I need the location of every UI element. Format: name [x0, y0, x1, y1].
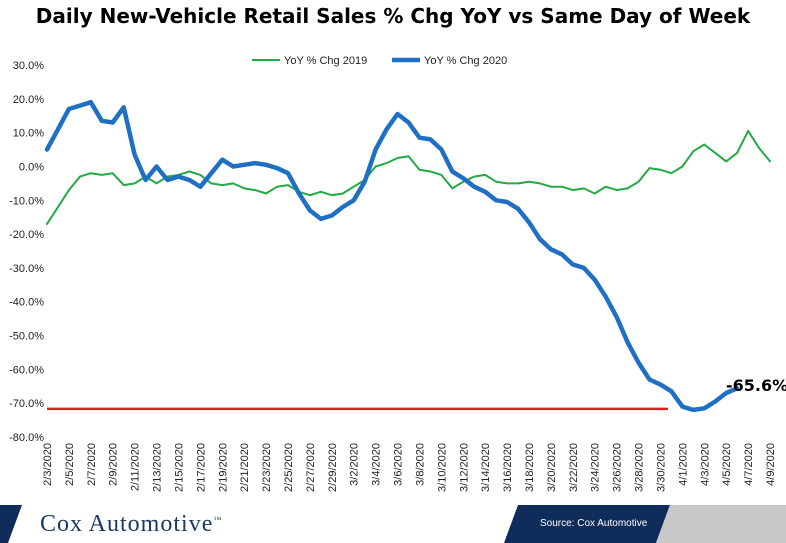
x-tick-label: 3/4/2020 [371, 443, 383, 486]
x-tick-label: 2/21/2020 [239, 443, 251, 492]
x-tick-label: 4/1/2020 [677, 443, 689, 486]
series-line-2020 [44, 99, 740, 413]
y-tick-label: -60.0% [9, 364, 44, 376]
y-tick-label: -30.0% [9, 263, 44, 275]
x-tick-label: 4/5/2020 [721, 443, 733, 486]
source-note: Source: Cox Automotive [540, 518, 648, 529]
x-tick-label: 3/22/2020 [568, 443, 580, 492]
x-axis: 2/3/2020 2/5/2020 2/7/2020 2/9/2020 2/11/202… [42, 443, 777, 492]
legend: YoY % Chg 2019 YoY % Chg 2020 [252, 55, 507, 67]
x-tick-label: 2/3/2020 [42, 443, 54, 486]
series-line-2019 [46, 129, 771, 225]
x-tick-label: 3/26/2020 [612, 443, 624, 492]
x-tick-label: 2/5/2020 [64, 443, 76, 486]
brand-logo-text: Cox Automotive™ [40, 511, 222, 538]
footer-left-slash [0, 505, 22, 543]
x-tick-label: 2/27/2020 [305, 443, 317, 492]
y-tick-label: -70.0% [9, 398, 44, 410]
x-tick-label: 2/9/2020 [108, 443, 120, 486]
y-tick-label: -10.0% [9, 195, 44, 207]
x-tick-label: 2/11/2020 [130, 443, 142, 491]
y-tick-label: 20.0% [13, 94, 44, 106]
x-tick-label: 2/17/2020 [195, 443, 207, 492]
y-tick-label: -50.0% [9, 331, 44, 343]
footer-navy-band [504, 505, 670, 543]
x-tick-label: 3/24/2020 [590, 443, 602, 492]
footer-grey-band [656, 505, 786, 543]
x-tick-label: 3/30/2020 [655, 443, 667, 492]
y-tick-label: -80.0% [9, 432, 44, 444]
x-tick-label: 4/3/2020 [699, 443, 711, 486]
brand-trademark: ™ [213, 515, 223, 524]
x-tick-label: 3/12/2020 [458, 443, 470, 492]
x-tick-label: 3/6/2020 [393, 443, 405, 486]
x-tick-label: 3/28/2020 [634, 443, 646, 492]
x-tick-label: 2/23/2020 [261, 443, 273, 492]
x-tick-label: 3/20/2020 [546, 443, 558, 492]
y-tick-label: 10.0% [13, 128, 44, 140]
y-tick-label: 0.0% [19, 161, 44, 173]
brand-name: Cox Automotive [40, 511, 214, 537]
x-tick-label: 2/7/2020 [86, 443, 98, 486]
x-tick-label: 3/8/2020 [414, 443, 426, 486]
x-tick-label: 2/13/2020 [152, 443, 164, 492]
chart-title: Daily New-Vehicle Retail Sales % Chg YoY… [35, 4, 751, 28]
x-tick-label: 2/15/2020 [173, 443, 185, 492]
x-tick-label: 2/19/2020 [217, 443, 229, 492]
y-tick-label: 30.0% [13, 60, 44, 72]
x-tick-label: 3/18/2020 [524, 443, 536, 492]
x-tick-label: 2/29/2020 [327, 443, 339, 492]
x-tick-label: 3/10/2020 [436, 443, 448, 492]
x-tick-label: 2/25/2020 [283, 443, 295, 492]
series-group [44, 99, 771, 413]
x-tick-label: 3/16/2020 [502, 443, 514, 492]
legend-label: YoY % Chg 2019 [284, 55, 367, 67]
y-tick-label: -40.0% [9, 297, 44, 309]
line-chart: YoY % Chg 2019 YoY % Chg 2020 30.0% 20.0% 1… [9, 55, 786, 492]
legend-label: YoY % Chg 2020 [424, 55, 507, 67]
footer-band [0, 505, 786, 543]
x-tick-label: 4/9/2020 [765, 443, 777, 486]
x-tick-label: 3/2/2020 [349, 443, 361, 486]
x-tick-label: 4/7/2020 [743, 443, 755, 486]
y-axis: 30.0% 20.0% 10.0% 0.0% -10.0% -20.0% -30.0% -40… [9, 60, 44, 444]
y-tick-label: -20.0% [9, 229, 44, 241]
x-tick-label: 3/14/2020 [480, 443, 492, 492]
end-value-label: -65.6% [726, 376, 786, 395]
